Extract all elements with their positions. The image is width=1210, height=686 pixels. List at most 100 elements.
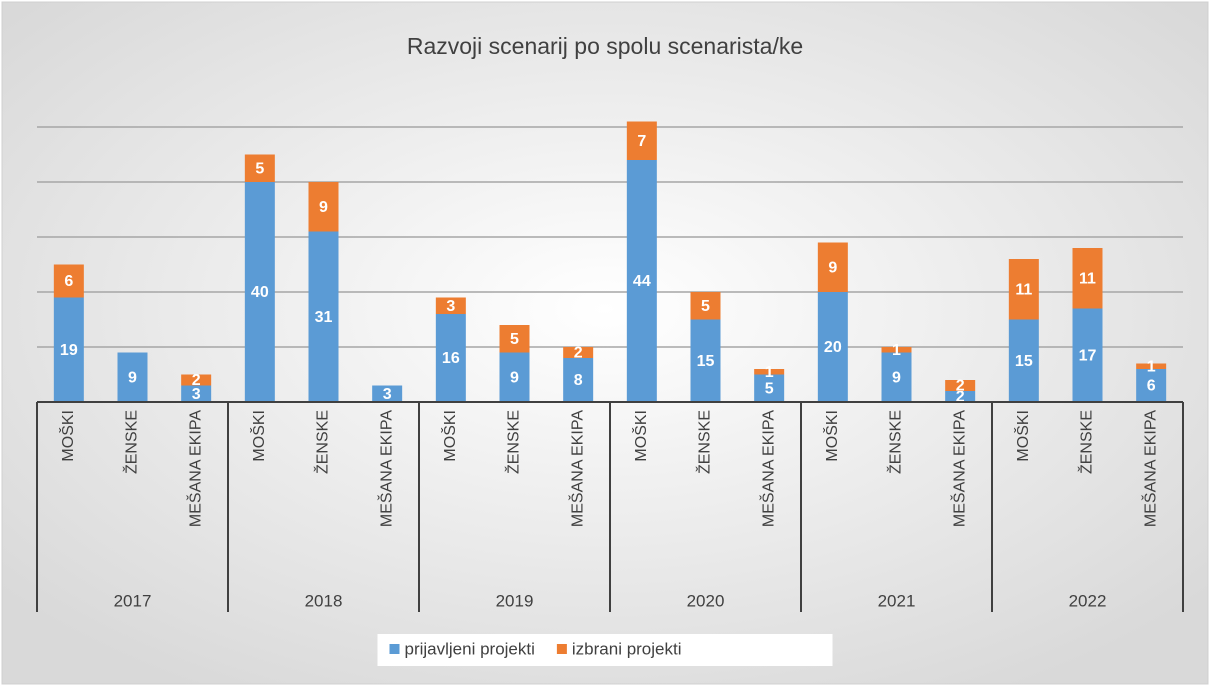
bar-segment xyxy=(1072,248,1103,309)
bar-segment xyxy=(1008,319,1039,402)
data-label: 1 xyxy=(892,342,901,359)
x-tick-label: MEŠANA EKIPA xyxy=(758,410,777,527)
legend-box xyxy=(377,634,833,666)
group-label: 2021 xyxy=(878,591,916,610)
data-label: 9 xyxy=(128,369,137,386)
x-tick-label: MEŠANA EKIPA xyxy=(1140,410,1159,527)
data-label: 15 xyxy=(1015,353,1033,370)
legend-swatch xyxy=(389,644,400,654)
legend-label: izbrani projekti xyxy=(572,639,682,658)
x-tick-label: MOŠKI xyxy=(631,410,650,462)
group-label: 2022 xyxy=(1069,591,1107,610)
bar-segment xyxy=(690,319,721,402)
data-label: 3 xyxy=(383,386,392,403)
x-tick-label: MOŠKI xyxy=(58,410,77,462)
bar-segment xyxy=(244,182,275,402)
data-label: 44 xyxy=(633,273,651,290)
x-tick-label: MOŠKI xyxy=(1013,410,1032,462)
data-label: 20 xyxy=(824,339,842,356)
data-label: 8 xyxy=(574,372,583,389)
data-label: 15 xyxy=(697,353,715,370)
data-label: 5 xyxy=(510,331,519,348)
data-label: 31 xyxy=(315,309,333,326)
data-label: 5 xyxy=(701,298,710,315)
x-tick-label: MOŠKI xyxy=(249,410,268,462)
data-label: 9 xyxy=(892,369,901,386)
bar-segment xyxy=(308,182,339,232)
x-tick-label: MEŠANA EKIPA xyxy=(185,410,204,527)
group-label: 2017 xyxy=(114,591,152,610)
bar-segment xyxy=(1136,363,1167,369)
data-label: 2 xyxy=(956,389,965,406)
bar-segment xyxy=(435,314,466,402)
bar-segment xyxy=(1008,259,1039,320)
x-tick-label: MOŠKI xyxy=(440,410,459,462)
data-label: 5 xyxy=(765,380,774,397)
data-label: 11 xyxy=(1015,281,1032,298)
bar-segment xyxy=(308,231,339,402)
bar-segment xyxy=(181,385,212,402)
x-tick-label: MOŠKI xyxy=(822,410,841,462)
bar-segment xyxy=(53,264,84,298)
x-tick-label: ŽENSKE xyxy=(886,410,905,474)
bar-segment xyxy=(563,347,594,358)
data-label: 2 xyxy=(956,378,965,395)
x-tick-label: ŽENSKE xyxy=(504,410,523,474)
bar-segment xyxy=(626,160,657,402)
data-label: 19 xyxy=(60,342,78,359)
group-label: 2018 xyxy=(305,591,343,610)
data-label: 11 xyxy=(1079,270,1096,287)
bar-segment xyxy=(881,347,912,353)
x-tick-label: MEŠANA EKIPA xyxy=(376,410,395,527)
bar-segment xyxy=(881,352,912,402)
bar-segment xyxy=(817,292,848,402)
bar-segment xyxy=(117,352,148,402)
data-label: 9 xyxy=(510,369,519,386)
chart-title: Razvoji scenarij po spolu scenarista/ke xyxy=(407,33,803,59)
legend-swatch xyxy=(556,644,567,654)
data-label: 6 xyxy=(1147,378,1156,395)
data-label: 40 xyxy=(251,284,269,301)
bar-segment xyxy=(945,391,976,402)
data-label: 7 xyxy=(637,133,646,150)
x-tick-label: ŽENSKE xyxy=(695,410,714,474)
data-label: 17 xyxy=(1079,347,1097,364)
bar-segment xyxy=(754,374,785,402)
group-label: 2020 xyxy=(687,591,725,610)
bar-segment xyxy=(690,292,721,320)
x-tick-label: ŽENSKE xyxy=(122,410,141,474)
data-label: 3 xyxy=(192,386,201,403)
data-label: 3 xyxy=(446,298,455,315)
data-label: 16 xyxy=(442,350,460,367)
data-label: 1 xyxy=(1147,358,1156,375)
data-label: 9 xyxy=(319,199,328,216)
bar-segment xyxy=(244,154,275,182)
x-tick-label: ŽENSKE xyxy=(313,410,332,474)
bar-segment xyxy=(372,385,403,402)
bar-segment xyxy=(53,297,84,402)
group-label: 2019 xyxy=(496,591,534,610)
x-tick-label: MEŠANA EKIPA xyxy=(567,410,586,527)
bar-segment xyxy=(817,242,848,292)
x-tick-label: ŽENSKE xyxy=(1077,410,1096,474)
data-label: 1 xyxy=(765,364,774,381)
bar-segment xyxy=(1136,369,1167,402)
data-label: 2 xyxy=(192,372,201,389)
bar-segment xyxy=(945,380,976,391)
legend-label: prijavljeni projekti xyxy=(405,639,535,658)
bar-segment xyxy=(754,369,785,375)
bar-segment xyxy=(499,352,530,402)
bar-segment xyxy=(563,358,594,402)
data-label: 5 xyxy=(255,160,264,177)
data-label: 6 xyxy=(64,273,73,290)
bar-segment xyxy=(181,374,212,386)
bar-segment xyxy=(626,121,657,160)
data-label: 9 xyxy=(828,259,837,276)
bar-segment xyxy=(499,325,530,353)
data-label: 2 xyxy=(574,345,583,362)
bar-segment xyxy=(1072,308,1103,402)
bar-segment xyxy=(435,297,466,314)
